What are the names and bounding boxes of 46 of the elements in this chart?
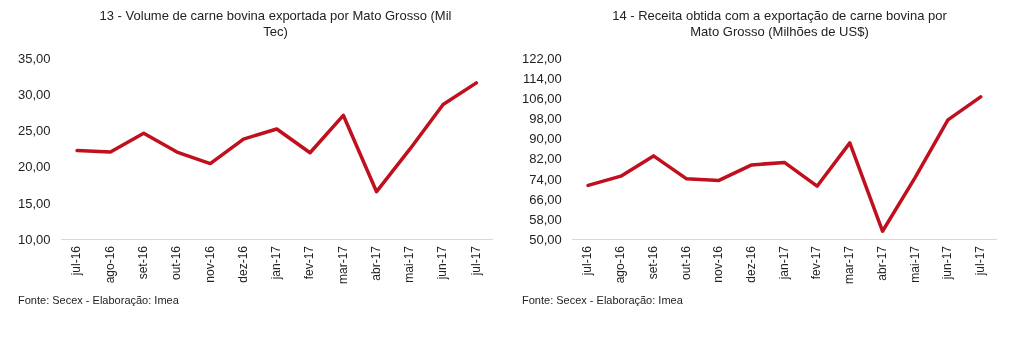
y-tick-label: 58,00 [529, 211, 562, 227]
x-tick-label: abr-17 [874, 245, 889, 281]
x-tick-label: ago-16 [613, 245, 628, 284]
x-tick-label: jun-17 [435, 245, 450, 281]
x-tick-label: mar-17 [842, 245, 857, 285]
x-tick-label: fev-17 [302, 245, 317, 280]
source-note: Fonte: Secex - Elaboração: Imea [17, 294, 180, 306]
y-tick-label: 35,00 [17, 51, 51, 67]
x-tick-label: out-16 [678, 245, 693, 281]
x-tick-label: ago-16 [102, 245, 117, 284]
y-tick-label: 30,00 [17, 87, 51, 103]
x-tick-label: mar-17 [335, 245, 350, 285]
chart-title: 14 - Receita obtida com a exportação de carne bovina por Mato Grosso (Milhões de US$) [611, 8, 948, 41]
x-tick-label: set-16 [645, 245, 660, 280]
x-tick-label: jul-16 [580, 245, 595, 277]
x-tick-label: jul-17 [468, 245, 483, 277]
x-tick-label: jan-17 [269, 245, 284, 281]
x-tick-label: jan-17 [776, 245, 791, 281]
source-note: Fonte: Secex - Elaboração: Imea [521, 294, 684, 306]
x-tick-label: dez-16 [235, 245, 250, 283]
x-tick-label: jun-17 [940, 245, 955, 281]
y-tick-label: 25,00 [17, 123, 51, 139]
y-tick-label: 15,00 [17, 195, 51, 211]
y-tick-label: 20,00 [17, 159, 51, 175]
x-tick-label: nov-16 [711, 245, 726, 283]
y-tick-label: 50,00 [529, 231, 562, 247]
y-tick-label: 114,00 [522, 71, 562, 87]
x-tick-label: out-16 [169, 245, 184, 281]
x-tick-label: abr-17 [368, 245, 383, 281]
x-tick-label: nov-16 [202, 245, 217, 283]
x-tick-label: set-16 [136, 245, 151, 280]
y-tick-label: 82,00 [529, 151, 562, 167]
y-tick-label: 98,00 [529, 111, 562, 127]
x-tick-label: jul-16 [69, 245, 84, 277]
x-tick-label: fev-17 [809, 245, 824, 280]
chart-title: 13 - Volume de carne bovina exportada por Mato Grosso (Mil Tec) [98, 8, 453, 41]
y-tick-label: 106,00 [522, 91, 562, 107]
x-tick-label: dez-16 [743, 245, 758, 283]
y-tick-label: 10,00 [17, 231, 51, 247]
y-tick-label: 74,00 [529, 171, 562, 187]
y-tick-label: 122,00 [522, 51, 562, 67]
x-tick-label: jul-17 [972, 245, 987, 277]
x-tick-label: mai-17 [907, 245, 922, 283]
y-tick-label: 90,00 [529, 131, 562, 147]
x-tick-label: mai-17 [402, 245, 417, 283]
y-tick-label: 66,00 [529, 191, 562, 207]
